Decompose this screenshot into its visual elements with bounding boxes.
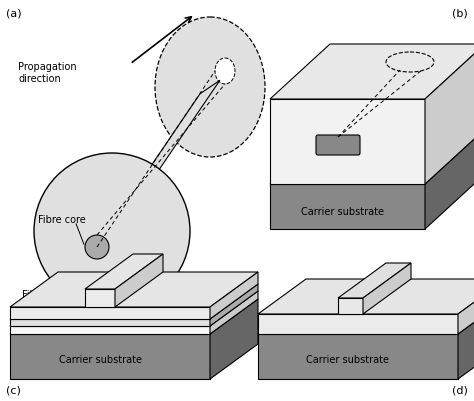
Polygon shape <box>270 184 425 229</box>
FancyBboxPatch shape <box>316 136 360 156</box>
Circle shape <box>85 235 109 259</box>
Text: Propagation
direction: Propagation direction <box>18 62 77 83</box>
Polygon shape <box>10 319 210 326</box>
Polygon shape <box>210 272 258 319</box>
Text: Fibre cladding: Fibre cladding <box>22 289 90 299</box>
Ellipse shape <box>215 59 235 85</box>
Polygon shape <box>85 254 163 289</box>
Text: Carrier substrate: Carrier substrate <box>307 354 390 365</box>
Polygon shape <box>338 298 363 314</box>
Polygon shape <box>115 254 163 307</box>
Polygon shape <box>458 279 474 334</box>
Polygon shape <box>10 307 210 319</box>
Text: (d): (d) <box>452 385 468 395</box>
Ellipse shape <box>155 18 265 158</box>
Text: (a): (a) <box>6 8 22 18</box>
Polygon shape <box>425 130 474 229</box>
Polygon shape <box>10 334 210 379</box>
Polygon shape <box>10 272 258 307</box>
Polygon shape <box>258 314 458 334</box>
Polygon shape <box>210 291 258 334</box>
Text: Carrier substrate: Carrier substrate <box>58 354 142 365</box>
Polygon shape <box>425 45 474 184</box>
Text: Fibre core: Fibre core <box>38 215 86 225</box>
Polygon shape <box>363 263 411 314</box>
Polygon shape <box>270 130 474 184</box>
Polygon shape <box>10 299 258 334</box>
Polygon shape <box>270 45 474 100</box>
Text: (c): (c) <box>6 385 21 395</box>
Polygon shape <box>258 299 474 334</box>
Polygon shape <box>210 299 258 379</box>
Polygon shape <box>338 263 411 298</box>
Polygon shape <box>458 299 474 379</box>
Polygon shape <box>102 81 220 238</box>
Polygon shape <box>85 289 115 307</box>
Polygon shape <box>210 284 258 326</box>
Text: Carrier substrate: Carrier substrate <box>301 207 384 217</box>
Text: (b): (b) <box>452 8 468 18</box>
Polygon shape <box>258 279 474 314</box>
Circle shape <box>34 154 190 309</box>
Polygon shape <box>270 100 425 184</box>
Polygon shape <box>10 284 258 319</box>
Polygon shape <box>10 326 210 334</box>
Polygon shape <box>10 291 258 326</box>
Polygon shape <box>258 334 458 379</box>
